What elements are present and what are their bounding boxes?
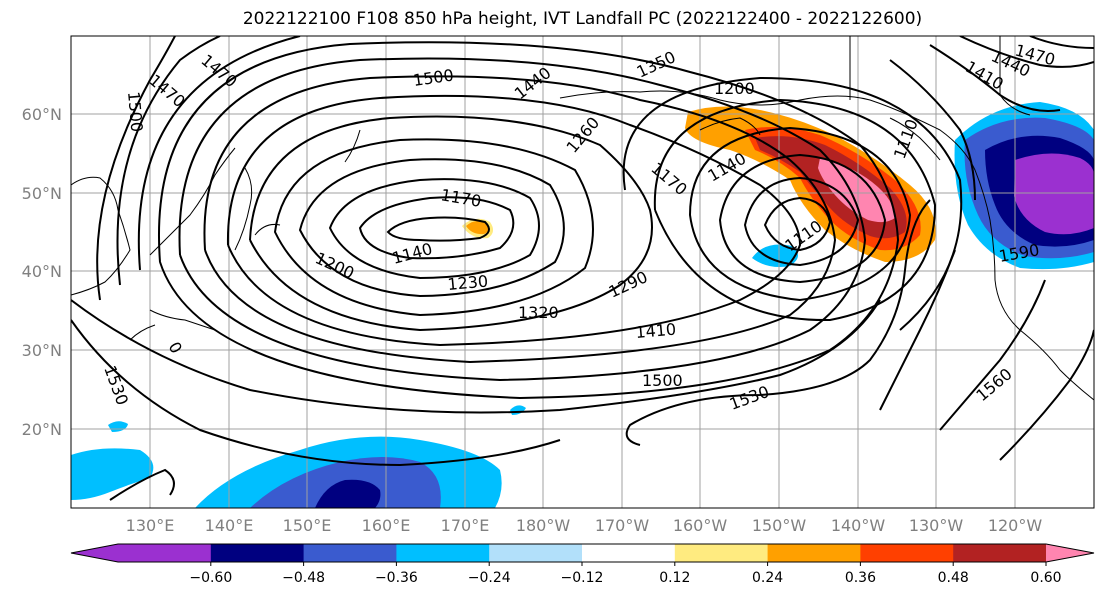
lat-label: 50°N xyxy=(22,184,62,203)
colorbar-tick-label: −0.36 xyxy=(375,570,418,586)
colorbar-tick-label: 0.12 xyxy=(659,570,690,586)
colorbar-bin xyxy=(303,544,397,562)
colorbar-bin xyxy=(489,544,583,562)
lat-label: 20°N xyxy=(22,420,62,439)
lon-label: 180°W xyxy=(516,516,571,535)
lon-label: 120°W xyxy=(988,516,1043,535)
longitude-labels: 130°E 140°E 150°E 160°E 170°E 180°W 170°… xyxy=(126,516,1043,535)
colorbar-tick-label: 0.48 xyxy=(938,570,969,586)
colorbar-tick-label: −0.24 xyxy=(468,570,511,586)
lon-label: 170°W xyxy=(595,516,650,535)
ivt-negative-region xyxy=(71,448,154,500)
colorbar-tick-label: −0.12 xyxy=(561,570,604,586)
colorbar-segments xyxy=(71,544,1094,562)
colorbar-tick-label: 0.60 xyxy=(1030,570,1061,586)
lon-label: 140°E xyxy=(205,516,254,535)
height-contours xyxy=(71,36,1094,501)
latitude-labels: 60°N 50°N 40°N 30°N 20°N xyxy=(22,105,62,439)
colorbar-tick-label: −0.48 xyxy=(282,570,325,586)
colorbar-bin xyxy=(953,544,1047,562)
lat-label: 30°N xyxy=(22,341,62,360)
map-frame xyxy=(70,35,1095,509)
map-title: 2022122100 F108 850 hPa height, IVT Land… xyxy=(242,9,923,29)
colorbar-tick-label: 0.36 xyxy=(845,570,876,586)
colorbar-bin xyxy=(674,544,769,562)
ivt-negative-region xyxy=(1014,153,1094,235)
lon-label: 160°W xyxy=(673,516,728,535)
colorbar-extension-high xyxy=(1046,544,1094,562)
contour-label: 1500 xyxy=(642,371,683,390)
contour-label: 1410 xyxy=(635,320,677,342)
colorbar-tick-label: −0.60 xyxy=(189,570,232,586)
ivt-shading xyxy=(71,102,1094,508)
ivt-positive-region xyxy=(818,158,895,223)
colorbar-bin xyxy=(210,544,305,562)
lon-label: 160°E xyxy=(362,516,411,535)
colorbar-bin xyxy=(396,544,490,562)
contour-label: 1500 xyxy=(124,91,146,133)
lon-label: 170°E xyxy=(441,516,490,535)
contour-label: 1230 xyxy=(447,272,489,294)
lat-label: 40°N xyxy=(22,262,62,281)
lon-label: 140°W xyxy=(831,516,886,535)
lon-label: 130°E xyxy=(126,516,175,535)
lat-label: 60°N xyxy=(22,105,62,124)
graticule xyxy=(71,36,1094,508)
colorbar-bin xyxy=(860,544,954,562)
colorbar-extension-low xyxy=(71,544,118,562)
lon-label: 150°W xyxy=(752,516,807,535)
contour-label: 1200 xyxy=(714,79,755,98)
ivt-negative-region xyxy=(315,479,381,508)
lon-label: 150°E xyxy=(283,516,332,535)
colorbar-outline xyxy=(70,543,1095,563)
colorbar-bin xyxy=(582,544,676,562)
colorbar-bin xyxy=(767,544,861,562)
contour-label: 1320 xyxy=(518,303,559,322)
lon-label: 130°W xyxy=(909,516,964,535)
colorbar-bin xyxy=(118,544,212,562)
colorbar: −0.60 −0.48 −0.36 −0.24 −0.12 0.12 0.24 0.36 0.4… xyxy=(70,543,1095,586)
colorbar-ticks: −0.60 −0.48 −0.36 −0.24 −0.12 0.12 0.24 0.36 0.4… xyxy=(189,562,1062,586)
map-panel: 1470 1500 1470 1500 1440 1350 1200 1260 … xyxy=(71,36,1094,508)
ivt-negative-region xyxy=(752,244,799,267)
colorbar-tick-label: 0.24 xyxy=(752,570,783,586)
ivt-positive-region xyxy=(466,220,489,235)
